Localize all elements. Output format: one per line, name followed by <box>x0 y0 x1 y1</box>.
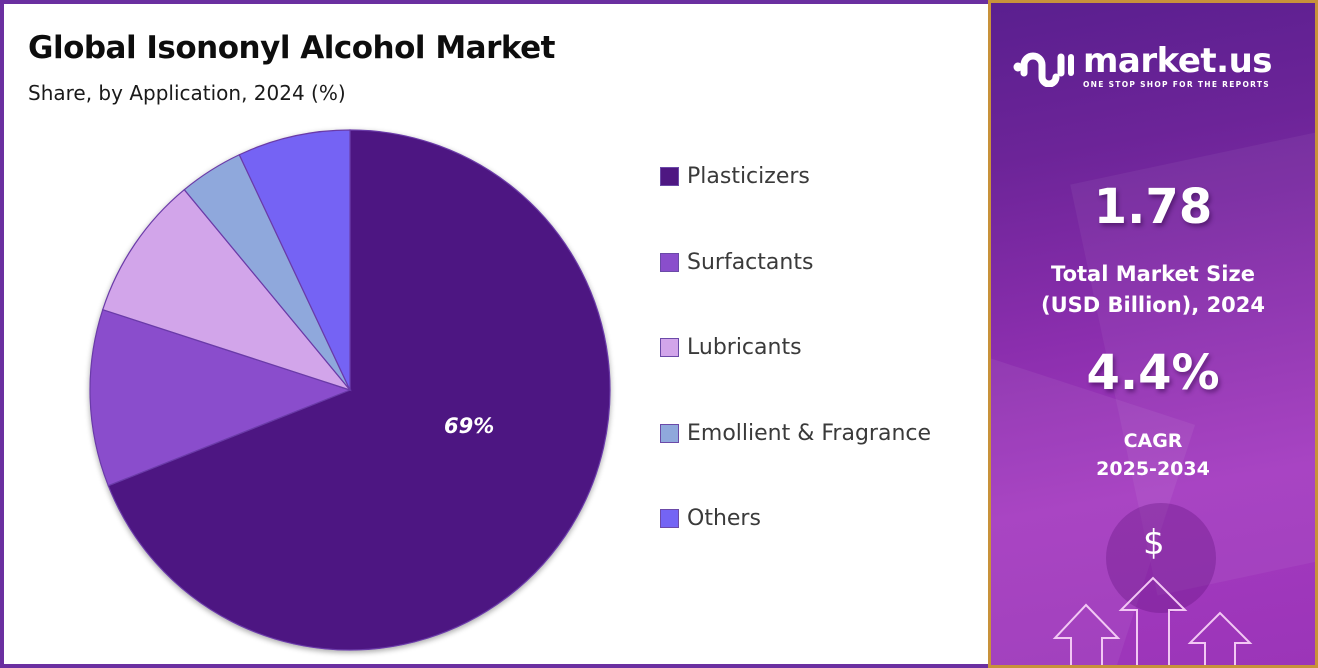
chart-panel: Global Isononyl Alcohol Market Share, by… <box>0 0 988 668</box>
legend-swatch-icon <box>660 424 679 443</box>
summary-sidebar: market.us ONE STOP SHOP FOR THE REPORTS … <box>988 0 1318 668</box>
slice-label-plasticizers: 69% <box>444 414 495 438</box>
legend-label: Lubricants <box>687 335 802 360</box>
brand-tagline: ONE STOP SHOP FOR THE REPORTS <box>1083 80 1270 89</box>
chart-subtitle: Share, by Application, 2024 (%) <box>28 81 346 105</box>
legend-item-lubricants: Lubricants <box>660 335 802 360</box>
coin-circle-decoration <box>1106 503 1216 613</box>
cagr-value: 4.4% <box>1086 345 1220 401</box>
market-size-label-line1: Total Market Size <box>1051 262 1255 286</box>
legend-swatch-icon <box>660 509 679 528</box>
growth-arrows-icon <box>1052 576 1253 665</box>
pie-chart-svg <box>89 129 611 651</box>
legend-swatch-icon <box>660 167 679 186</box>
legend-label: Plasticizers <box>687 164 810 189</box>
legend-label: Emollient & Fragrance <box>687 421 932 446</box>
legend-label: Others <box>687 506 761 531</box>
cagr-label-line1: CAGR <box>1123 430 1183 452</box>
brand-logo: market.us ONE STOP SHOP FOR THE REPORTS <box>1013 41 1273 89</box>
pie-slice-lubricants <box>101 188 352 392</box>
dollar-icon: $ <box>1143 523 1165 563</box>
pie-slice-surfactants <box>89 308 352 487</box>
legend-swatch-icon <box>660 338 679 357</box>
cagr-label-line2: 2025-2034 <box>1096 458 1210 480</box>
legend-label: Surfactants <box>687 250 814 275</box>
pie-chart: 69% <box>4 4 704 668</box>
legend-swatch-icon <box>660 253 679 272</box>
pie-slice-plasticizers <box>107 129 611 651</box>
market-size-value: 1.78 <box>1093 179 1213 235</box>
legend-item-plasticizers: Plasticizers <box>660 164 810 189</box>
legend-item-others: Others <box>660 506 761 531</box>
chart-title: Global Isononyl Alcohol Market <box>28 30 556 66</box>
legend-item-surfactants: Surfactants <box>660 250 813 275</box>
market-size-label-line2: (USD Billion), 2024 <box>1040 293 1266 317</box>
brand-name: market.us <box>1083 41 1273 81</box>
market-us-logo-icon <box>1013 52 1074 87</box>
pie-slice-others <box>238 129 351 391</box>
legend-item-emollient-fragrance: Emollient & Fragrance <box>660 421 931 446</box>
